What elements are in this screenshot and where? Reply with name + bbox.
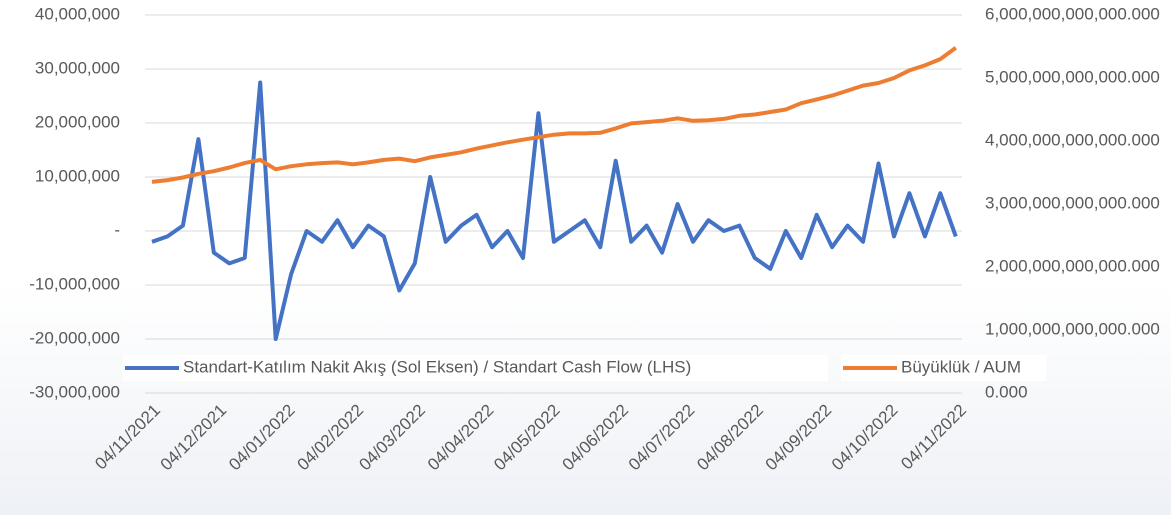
y-tick-label: 30,000,000: [35, 58, 120, 77]
x-tick-label: 04/12/2021: [157, 401, 231, 475]
y-tick-label: -20,000,000: [29, 328, 120, 347]
y2-tick-label: 1,000,000,000,000.000: [985, 319, 1160, 338]
y2-tick-label: 3,000,000,000,000.000: [985, 193, 1160, 212]
y-tick-label: -10,000,000: [29, 274, 120, 293]
y2-tick-label: 2,000,000,000,000.000: [985, 256, 1160, 275]
y2-tick-label: 6,000,000,000,000.000: [985, 4, 1160, 23]
x-tick-label: 04/02/2022: [294, 401, 368, 475]
x-tick-label: 04/10/2022: [828, 401, 902, 475]
x-tick-label: 04/11/2022: [897, 401, 970, 474]
x-tick-label: 04/11/2021: [91, 401, 164, 474]
x-tick-label: 04/05/2022: [490, 401, 564, 475]
legend-background: [123, 355, 828, 381]
x-tick-label: 04/03/2022: [355, 401, 429, 475]
y-tick-label: -30,000,000: [29, 382, 120, 401]
y2-tick-label: 4,000,000,000,000.000: [985, 130, 1160, 149]
y2-tick-label: 0.000: [985, 382, 1028, 401]
x-tick-label: 04/08/2022: [693, 401, 767, 475]
x-tick-label: 04/06/2022: [559, 401, 633, 475]
legend-label: Büyüklük / AUM: [901, 357, 1021, 376]
y2-tick-label: 5,000,000,000,000.000: [985, 67, 1160, 86]
y-tick-label: -: [114, 220, 120, 239]
series-line: [151, 80, 958, 341]
legend-label: Standart-Katılım Nakit Akış (Sol Eksen) …: [183, 357, 691, 376]
y-tick-label: 20,000,000: [35, 112, 120, 131]
x-tick-label: 04/01/2022: [225, 401, 299, 475]
x-tick-label: 04/09/2022: [762, 401, 836, 475]
y-tick-label: 40,000,000: [35, 4, 120, 23]
x-tick-label: 04/04/2022: [424, 401, 498, 475]
x-tick-label: 04/07/2022: [625, 401, 699, 475]
y-tick-label: 10,000,000: [35, 166, 120, 185]
series-line: [151, 46, 957, 184]
